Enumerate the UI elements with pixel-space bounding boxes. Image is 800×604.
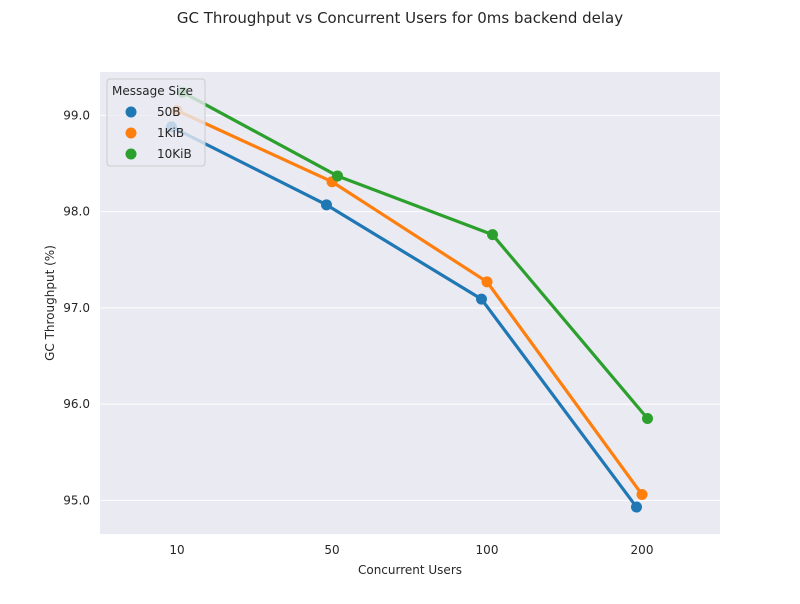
y-tick-label: 98.0 bbox=[63, 205, 90, 219]
data-point bbox=[332, 170, 343, 182]
legend-box bbox=[106, 78, 206, 167]
y-tick-label: 96.0 bbox=[63, 397, 90, 411]
x-tick-label: 50 bbox=[324, 543, 339, 557]
x-tick-label: 200 bbox=[631, 543, 654, 557]
legend-items: 50B 1KiB 10KiB bbox=[125, 105, 192, 161]
y-tick-label: 97.0 bbox=[63, 301, 90, 315]
data-point bbox=[321, 199, 332, 211]
data-point bbox=[476, 293, 487, 305]
x-axis-label: Concurrent Users bbox=[358, 563, 462, 577]
y-tick-label: 99.0 bbox=[63, 108, 90, 122]
legend-label: 50B bbox=[157, 105, 181, 119]
legend: Message Size 50B 1KiB 10KiB bbox=[106, 78, 206, 167]
legend-marker bbox=[125, 127, 137, 139]
legend-title: Message Size bbox=[112, 84, 193, 98]
x-tick-labels: 10 50 100 200 bbox=[169, 543, 653, 557]
data-point bbox=[642, 413, 653, 424]
x-tick-label: 100 bbox=[476, 543, 499, 557]
legend-label: 10KiB bbox=[157, 147, 192, 161]
legend-marker bbox=[125, 106, 137, 118]
legend-marker bbox=[125, 148, 137, 160]
legend-label: 1KiB bbox=[157, 126, 184, 140]
data-point bbox=[481, 276, 493, 288]
data-point bbox=[487, 229, 498, 241]
y-tick-label: 95.0 bbox=[63, 493, 90, 507]
y-axis-label: GC Throughput (%) bbox=[43, 245, 57, 361]
series-line bbox=[169, 125, 639, 509]
y-tick-labels: 95.0 96.0 97.0 98.0 99.0 bbox=[63, 108, 90, 507]
x-tick-label: 10 bbox=[169, 543, 184, 557]
data-point bbox=[631, 501, 642, 513]
chart-title: GC Throughput vs Concurrent Users for 0m… bbox=[177, 9, 623, 27]
series-line bbox=[175, 108, 644, 497]
grid-lines bbox=[100, 114, 720, 501]
series-layer bbox=[166, 86, 653, 513]
series-line bbox=[180, 90, 650, 421]
data-point bbox=[636, 489, 648, 501]
